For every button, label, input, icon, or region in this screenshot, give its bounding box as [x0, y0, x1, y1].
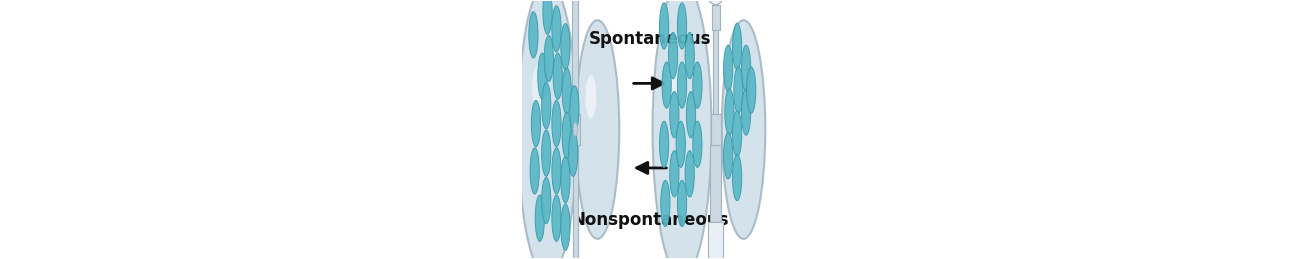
Text: Spontaneous: Spontaneous [589, 30, 711, 47]
Polygon shape [569, 114, 581, 145]
Ellipse shape [724, 45, 733, 91]
Ellipse shape [552, 195, 562, 241]
Ellipse shape [552, 148, 562, 194]
Polygon shape [572, 145, 578, 259]
Ellipse shape [659, 3, 668, 49]
Ellipse shape [725, 89, 734, 135]
Ellipse shape [693, 62, 702, 108]
Ellipse shape [732, 154, 742, 201]
Ellipse shape [677, 62, 686, 108]
Ellipse shape [686, 92, 696, 138]
Ellipse shape [677, 3, 686, 49]
Ellipse shape [552, 53, 563, 99]
Ellipse shape [746, 67, 755, 113]
Ellipse shape [722, 20, 766, 239]
Ellipse shape [741, 45, 750, 91]
Ellipse shape [536, 195, 545, 241]
Ellipse shape [732, 111, 742, 157]
Ellipse shape [676, 121, 685, 167]
Ellipse shape [530, 148, 540, 194]
Polygon shape [705, 114, 727, 145]
Ellipse shape [685, 151, 694, 197]
Ellipse shape [585, 75, 597, 119]
Ellipse shape [677, 180, 686, 227]
Ellipse shape [659, 121, 668, 167]
Text: Nonspontaneous: Nonspontaneous [571, 212, 729, 229]
Ellipse shape [532, 100, 541, 147]
Ellipse shape [573, 123, 577, 136]
Ellipse shape [543, 0, 552, 34]
Ellipse shape [576, 20, 619, 239]
Ellipse shape [560, 204, 571, 250]
Ellipse shape [568, 130, 577, 176]
Ellipse shape [662, 62, 671, 108]
Ellipse shape [538, 53, 547, 99]
Ellipse shape [705, 0, 727, 5]
Ellipse shape [724, 133, 733, 179]
Ellipse shape [733, 67, 744, 113]
Ellipse shape [667, 64, 680, 112]
Polygon shape [572, 0, 578, 114]
Ellipse shape [685, 32, 694, 79]
Ellipse shape [653, 0, 711, 259]
Polygon shape [710, 145, 722, 222]
Ellipse shape [545, 35, 554, 82]
Ellipse shape [542, 130, 551, 176]
Ellipse shape [569, 86, 578, 132]
Ellipse shape [670, 92, 679, 138]
Ellipse shape [517, 0, 577, 259]
Ellipse shape [560, 157, 571, 203]
Ellipse shape [562, 112, 571, 159]
Polygon shape [708, 222, 723, 259]
Ellipse shape [562, 68, 571, 114]
Ellipse shape [552, 100, 562, 147]
Polygon shape [711, 114, 720, 145]
Ellipse shape [732, 75, 742, 119]
Ellipse shape [693, 121, 702, 167]
Ellipse shape [668, 32, 677, 79]
Polygon shape [571, 114, 581, 145]
Ellipse shape [670, 151, 679, 197]
Ellipse shape [741, 89, 750, 135]
Ellipse shape [529, 12, 538, 58]
Ellipse shape [542, 177, 551, 224]
Ellipse shape [732, 23, 742, 70]
Ellipse shape [552, 6, 562, 52]
Ellipse shape [660, 180, 670, 227]
Ellipse shape [542, 83, 551, 129]
Polygon shape [711, 5, 720, 31]
Ellipse shape [532, 64, 545, 112]
Ellipse shape [560, 24, 571, 70]
Polygon shape [714, 31, 718, 114]
